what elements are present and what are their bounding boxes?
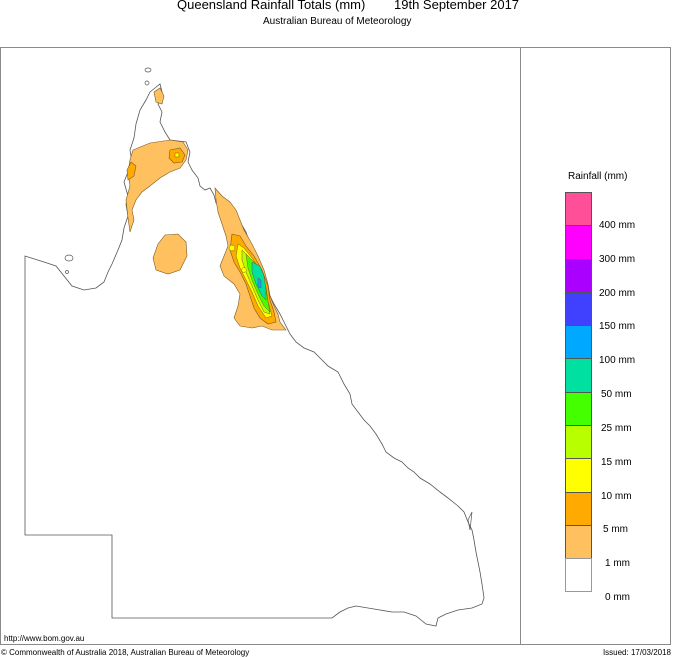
legend-colorbar: [565, 192, 593, 592]
rain-area-cape-york: [125, 87, 189, 233]
legend-swatch: [565, 258, 592, 292]
legend-swatch: [565, 192, 592, 226]
legend-label: 200 mm: [599, 288, 636, 299]
legend-swatch: [565, 225, 592, 259]
issued-date: Issued: 17/03/2018: [602, 648, 671, 657]
legend-swatch: [565, 425, 592, 459]
title-text: Queensland Rainfall Totals (mm): [177, 0, 366, 12]
legend-label: 300 mm: [599, 254, 636, 265]
legend-swatch: [565, 358, 592, 392]
state-boundary: [24, 83, 485, 627]
legend-title: Rainfall (mm): [568, 171, 628, 182]
map-frame: [0, 47, 671, 645]
legend-label: 100 mm: [599, 355, 636, 366]
title-date: 19th September 2017: [394, 0, 520, 12]
legend-label: 15 mm: [601, 457, 632, 468]
legend-swatch: [565, 391, 592, 426]
legend-swatch: [565, 458, 592, 492]
legend-label: 0 mm: [605, 592, 630, 603]
legend-label: 5 mm: [603, 524, 628, 535]
legend-swatch: [565, 291, 592, 326]
legend-label: 1 mm: [605, 558, 630, 569]
legend-label: 25 mm: [601, 423, 632, 434]
legend-label: 400 mm: [599, 220, 636, 231]
legend-label: 150 mm: [599, 321, 636, 332]
legend-swatch: [565, 558, 592, 592]
source-link[interactable]: http://www.bom.gov.au: [4, 634, 85, 643]
map-title: Queensland Rainfall Totals (mm) 19th Sep…: [0, 0, 674, 13]
legend-swatch: [565, 491, 592, 525]
legend-label: 50 mm: [601, 389, 632, 400]
rain-area-tropical-coast: [214, 187, 287, 331]
rain-area-gulf-interior: [152, 233, 188, 275]
copyright-notice: © Commonwealth of Australia 2018, Austra…: [1, 648, 250, 657]
legend-divider: [520, 47, 521, 645]
legend-swatch: [565, 524, 592, 559]
subtitle: Australian Bureau of Meteorology: [263, 16, 412, 27]
legend-swatch: [565, 325, 592, 359]
queensland-map: [24, 67, 485, 627]
legend-label: 10 mm: [601, 491, 632, 502]
